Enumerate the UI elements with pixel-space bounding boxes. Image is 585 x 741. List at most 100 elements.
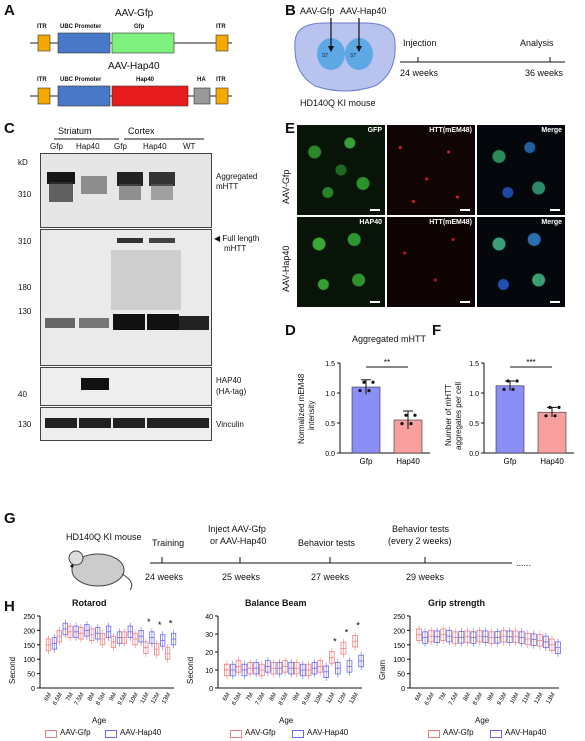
itr-label: ITR (216, 24, 226, 30)
y-tick-label: 30 (205, 632, 213, 639)
x-tick-label: Gfp (504, 457, 517, 466)
c-lane-5: WT (183, 142, 196, 151)
c-hap40-1: HAP40 (216, 376, 242, 385)
itr-label: ITR (37, 77, 47, 83)
g-step2-time: 25 weeks (222, 572, 261, 582)
g-dots: ...... (516, 558, 532, 568)
mouse-icon (68, 550, 133, 591)
x-tick-label: 9M (109, 692, 118, 702)
gfp-label: Gfp (134, 24, 145, 30)
data-point (548, 405, 552, 409)
h-xlabel-2: Age (279, 716, 294, 725)
chart-f: 0.0 0.5 1.0 1.5 Gfp Hap40 *** (469, 358, 574, 466)
c-lane-1: Gfp (50, 142, 63, 151)
ha-box (193, 87, 211, 105)
img-htt-2: HTT(mEM48) (386, 216, 476, 308)
x-tick-label: 10M (129, 692, 140, 705)
data-point (515, 379, 519, 383)
st-left-label: ST (322, 53, 329, 59)
b-mouse-label: HD140Q KI mouse (300, 98, 376, 108)
c-full-2: mHTT (224, 244, 247, 253)
x-tick-label: 13M (161, 692, 172, 705)
data-point (502, 387, 506, 391)
data-point (404, 413, 408, 417)
img-gfp: GFP (296, 124, 386, 216)
img-merge-1: Merge (476, 124, 566, 216)
x-tick-label: 7M (65, 692, 74, 702)
e-row2-label: AAV-Hap40 (281, 245, 291, 292)
g-mouse-label: HD140Q KI mouse (66, 532, 142, 542)
x-tick-label: 12M (534, 692, 545, 705)
c-agg-2: mHTT (216, 182, 239, 191)
b-timeline (400, 57, 565, 63)
y-tick-label: 1.0 (325, 391, 335, 398)
inj-hap40-label: AAV-Hap40 (340, 6, 387, 16)
g-step3-time: 27 weeks (311, 572, 350, 582)
x-tick-label: Hap40 (396, 457, 420, 466)
sig-star: * (147, 617, 151, 627)
g-step1-time: 24 weeks (145, 572, 184, 582)
inj-gfp-label: AAV-Gfp (300, 6, 335, 16)
x-tick-label: Gfp (360, 457, 373, 466)
box-gfp (235, 660, 242, 673)
st-right-label: ST (350, 53, 357, 59)
h-xlabel-3: Age (475, 716, 490, 725)
y-tick-label: 1.5 (325, 361, 335, 368)
x-tick-label: 7.5M (448, 692, 460, 707)
x-tick-label: 9M (292, 692, 301, 702)
y-tick-label: 10 (205, 668, 213, 675)
y-tick-label: 250 (393, 614, 405, 621)
sig-star: * (356, 621, 360, 631)
h-title-grip: Grip strength (428, 598, 486, 608)
h-ylabel-1: Second (8, 656, 17, 684)
c-striatum: Striatum (58, 126, 92, 136)
y-tick-label: 1.0 (469, 391, 479, 398)
h-plot-balance: 0 10 20 30 40 6M 6.5M 7M 7.5M 8M 8.5M 9M 9.5M 10M 11M *… (205, 614, 364, 707)
d-ylabel-1: Normalized mEM48 (297, 373, 306, 444)
x-tick-label: 8M (463, 692, 472, 702)
y-tick-label: 100 (393, 657, 405, 664)
mw-310: 310 (18, 190, 32, 199)
itr-label: ITR (216, 77, 226, 83)
ha-label: HA (197, 77, 206, 83)
mw-40: 40 (18, 390, 27, 399)
c-agg-1: Aggregated (216, 172, 258, 181)
data-point (413, 413, 417, 417)
y-tick-label: 20 (205, 650, 213, 657)
g-step1-title: Training (152, 538, 185, 548)
x-tick-label: 9.5M (117, 692, 129, 707)
x-tick-label: 8.5M (95, 692, 107, 707)
data-point (367, 389, 371, 393)
sig-star: * (345, 628, 349, 638)
data-point (409, 422, 413, 426)
data-point (557, 405, 561, 409)
box-gfp (428, 629, 435, 643)
c-vinculin: Vinculin (216, 420, 244, 429)
sig-label: ** (384, 358, 390, 367)
y-tick-label: 0 (401, 686, 405, 693)
y-tick-label: 150 (393, 643, 405, 650)
h-ylabel-2: Second (186, 656, 195, 684)
y-tick-label: 50 (397, 672, 405, 679)
x-tick-label: 8.5M (472, 692, 484, 707)
x-tick-label: 7M (439, 692, 448, 702)
x-tick-label: 11M (140, 692, 151, 705)
d-ylabel-2: intensity (307, 400, 316, 430)
c-lane-4: Hap40 (143, 142, 167, 151)
blot-fulllength (40, 229, 212, 366)
data-point (371, 380, 375, 384)
d-title: Aggregated mHTT (352, 334, 427, 344)
bar-gfp (351, 386, 381, 454)
x-tick-label: 6.5M (231, 692, 243, 707)
h-title-balance: Balance Beam (245, 598, 307, 608)
x-tick-label: 8M (269, 692, 278, 702)
panel-label-c: C (4, 120, 15, 137)
y-tick-label: 200 (23, 628, 35, 635)
y-tick-label: 0 (31, 686, 35, 693)
mw-130b: 130 (18, 420, 32, 429)
sig-star: * (169, 618, 173, 628)
mw-130: 130 (18, 307, 32, 316)
g-step4-time: 29 weeks (406, 572, 445, 582)
itr-left-2 (37, 87, 51, 105)
img-merge-2: Merge (476, 216, 566, 308)
